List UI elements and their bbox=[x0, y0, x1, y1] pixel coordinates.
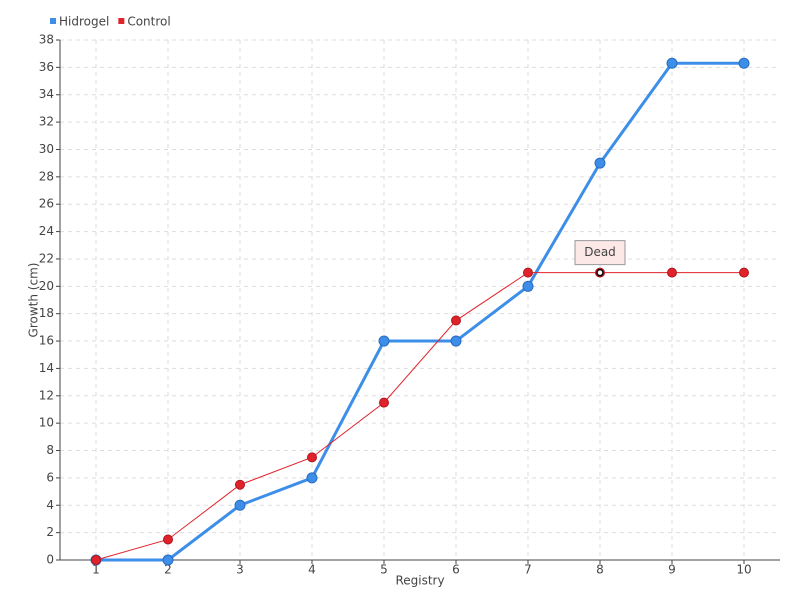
data-point bbox=[235, 479, 245, 490]
y-tick-label: 28 bbox=[39, 169, 54, 183]
x-tick-label: 2 bbox=[164, 563, 172, 577]
x-tick-label: 7 bbox=[524, 563, 532, 577]
x-tick-label: 9 bbox=[668, 563, 676, 577]
y-tick-label: 24 bbox=[39, 224, 54, 238]
y-tick-label: 26 bbox=[39, 197, 54, 211]
annotation-box bbox=[574, 240, 626, 266]
data-point bbox=[163, 534, 173, 545]
legend-swatch bbox=[118, 18, 125, 24]
legend-label: Hidrogel bbox=[59, 15, 109, 29]
data-point bbox=[739, 267, 749, 278]
data-point bbox=[523, 267, 533, 278]
data-point bbox=[379, 397, 389, 408]
x-axis-label: Registry bbox=[395, 574, 444, 588]
y-tick-label: 14 bbox=[39, 361, 54, 375]
annotation-text: Dead bbox=[584, 245, 616, 259]
x-tick-label: 8 bbox=[596, 563, 604, 577]
data-point bbox=[307, 452, 317, 463]
x-tick-label: 10 bbox=[736, 563, 751, 577]
y-tick-label: 4 bbox=[46, 498, 54, 512]
y-tick-label: 34 bbox=[39, 87, 54, 101]
y-tick-label: 22 bbox=[39, 251, 54, 265]
x-tick-label: 4 bbox=[308, 563, 316, 577]
y-tick-label: 30 bbox=[39, 142, 54, 156]
y-tick-label: 6 bbox=[46, 470, 54, 484]
x-tick-label: 1 bbox=[92, 563, 100, 577]
y-tick-label: 32 bbox=[39, 115, 54, 129]
data-point bbox=[522, 280, 534, 292]
legend-swatch bbox=[50, 18, 56, 24]
series-line bbox=[95, 272, 744, 561]
y-tick-label: 2 bbox=[46, 525, 54, 539]
y-tick-label: 20 bbox=[39, 279, 54, 293]
data-point bbox=[450, 335, 462, 347]
y-tick-label: 36 bbox=[39, 60, 54, 74]
y-tick-label: 10 bbox=[39, 416, 54, 430]
x-tick-label: 6 bbox=[452, 563, 460, 577]
x-tick-label: 5 bbox=[380, 563, 388, 577]
data-point bbox=[666, 57, 678, 69]
y-tick-label: 12 bbox=[39, 388, 54, 402]
data-point bbox=[378, 335, 390, 347]
data-point bbox=[594, 157, 606, 169]
data-point bbox=[234, 499, 246, 511]
x-tick-label: 3 bbox=[236, 563, 244, 577]
data-point bbox=[451, 315, 461, 326]
data-point bbox=[738, 57, 750, 69]
y-tick-label: 38 bbox=[39, 33, 54, 47]
y-tick-label: 16 bbox=[39, 334, 54, 348]
y-tick-label: 18 bbox=[39, 306, 54, 320]
y-tick-label: 0 bbox=[46, 553, 54, 567]
y-axis-label: Growth (cm) bbox=[27, 263, 41, 338]
annotation-point bbox=[596, 268, 604, 277]
y-tick-label: 8 bbox=[46, 443, 54, 457]
legend-label: Control bbox=[127, 15, 170, 29]
data-point bbox=[667, 267, 677, 278]
data-point bbox=[162, 554, 174, 566]
series-line bbox=[96, 61, 744, 562]
data-point bbox=[91, 555, 101, 565]
data-point bbox=[306, 472, 318, 484]
